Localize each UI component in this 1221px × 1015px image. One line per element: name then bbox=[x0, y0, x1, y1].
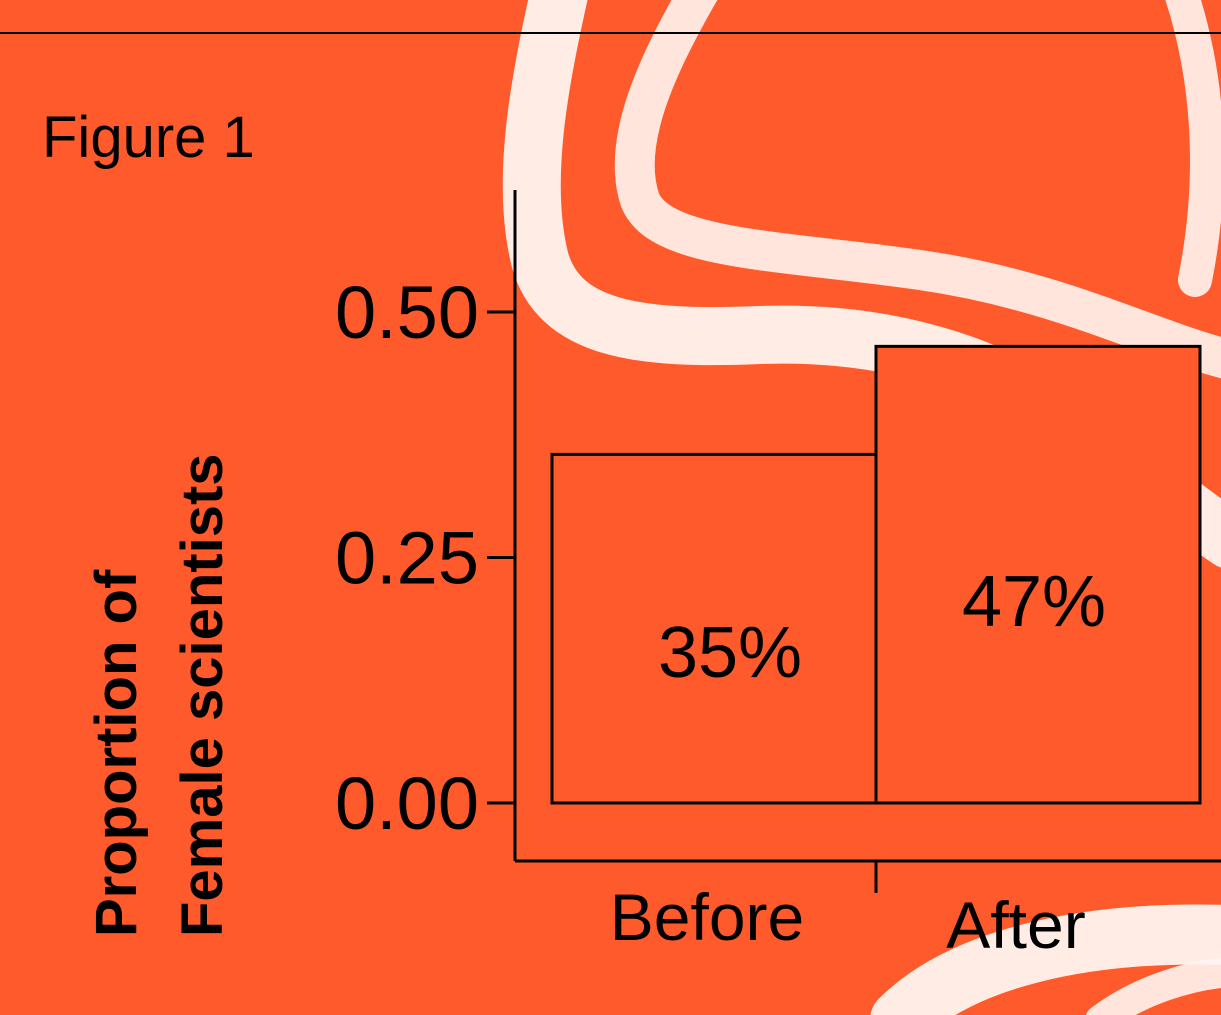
bar-before bbox=[550, 452, 878, 805]
x-tick-label-after: After bbox=[946, 888, 1085, 962]
y-tick-label: 0.00 bbox=[335, 762, 479, 845]
data-label: 47% bbox=[962, 562, 1106, 642]
bar-after bbox=[874, 344, 1202, 805]
bars bbox=[550, 344, 1202, 805]
y-tick-label: 0.50 bbox=[335, 271, 479, 354]
y-axis-title: Proportion of Female scientists bbox=[84, 453, 235, 937]
data-label: 35% bbox=[658, 613, 802, 693]
figure-label: Figure 1 bbox=[42, 105, 255, 170]
axes bbox=[487, 190, 1221, 893]
labels: 0.00 0.25 0.50 35% 47% Before After bbox=[335, 271, 1106, 962]
x-tick-label-before: Before bbox=[610, 880, 804, 954]
y-tick-label: 0.25 bbox=[335, 517, 479, 600]
y-axis-title-line-2: Female scientists bbox=[170, 453, 235, 937]
y-axis-title-line-1: Proportion of bbox=[84, 569, 149, 937]
